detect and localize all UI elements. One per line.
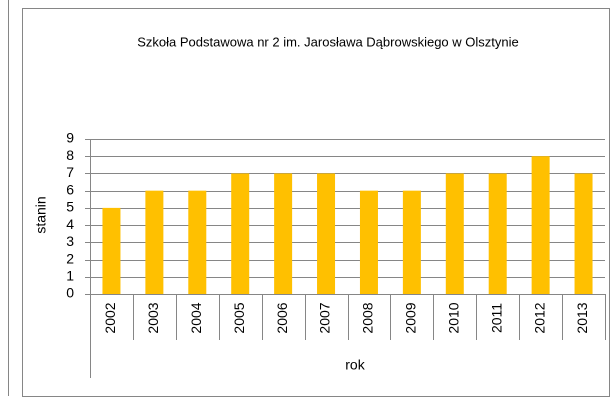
x-tick-label: 2007 <box>317 302 333 333</box>
bar <box>445 173 464 294</box>
x-tick-label: 2003 <box>145 302 161 333</box>
x-tick-label: 2013 <box>574 302 590 333</box>
y-tick-label: 0 <box>66 285 74 301</box>
x-tick-label: 2005 <box>231 302 247 333</box>
x-axis-label: rok <box>345 357 365 373</box>
x-tick-label: 2006 <box>274 302 290 333</box>
bar <box>188 190 207 294</box>
chart-title: Szkoła Podstawowa nr 2 im. Jarosława Dąb… <box>137 34 519 49</box>
x-tick-label: 2004 <box>188 302 204 333</box>
bar <box>531 156 550 294</box>
x-tick-label: 2011 <box>488 303 504 333</box>
bar <box>145 190 164 294</box>
x-tick-label: 2009 <box>403 302 419 333</box>
y-tick-label: 2 <box>66 250 74 266</box>
bar <box>317 173 336 294</box>
x-tick-label: 2008 <box>360 302 376 333</box>
bar <box>574 173 593 294</box>
y-tick-label: 8 <box>66 147 74 163</box>
y-axis-label: stanin <box>33 196 49 233</box>
x-tick-label: 2002 <box>102 302 118 333</box>
y-tick-label: 5 <box>66 199 74 215</box>
bar <box>102 207 121 294</box>
bar <box>231 173 250 294</box>
bar <box>402 190 421 294</box>
y-tick-label: 1 <box>66 267 74 283</box>
bar <box>488 173 507 294</box>
bar <box>274 173 293 294</box>
bar <box>359 190 378 294</box>
y-tick-label: 4 <box>66 216 74 232</box>
x-tick-label: 2012 <box>531 302 547 333</box>
y-tick-label: 9 <box>66 130 74 146</box>
chart-border <box>22 8 610 397</box>
y-tick-label: 6 <box>66 181 74 197</box>
x-tick-label: 2010 <box>445 302 461 333</box>
y-tick-label: 7 <box>66 164 74 180</box>
y-tick-label: 3 <box>66 233 74 249</box>
